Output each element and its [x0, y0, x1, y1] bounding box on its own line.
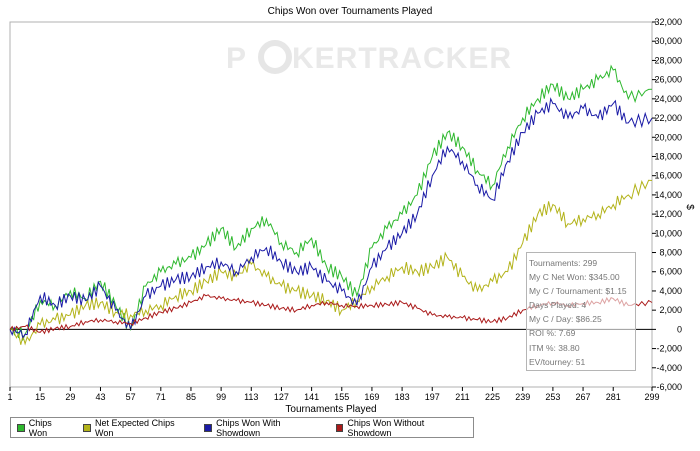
- legend: Chips Won Net Expected Chips Won Chips Won…: [10, 417, 474, 438]
- chart-title: Chips Won over Tournaments Played: [267, 6, 433, 17]
- x-tick-label: 299: [644, 392, 659, 402]
- legend-swatch: [17, 423, 25, 432]
- y-tick-label: -4,000: [656, 363, 682, 373]
- y-tick-label: 0: [677, 324, 682, 334]
- pokertracker-watermark: P KERTRACKER: [226, 40, 512, 75]
- poker-chip-logo-icon: [258, 40, 292, 74]
- x-tick-label: 127: [274, 392, 289, 402]
- stats-box: Tournaments: 299 My C Net Won: $345.00 My …: [526, 252, 636, 371]
- legend-item-chips-won: Chips Won: [17, 418, 71, 438]
- stats-line: My C / Day: $86.25: [529, 314, 602, 325]
- stats-line: My C Net Won: $345.00: [529, 272, 620, 283]
- watermark-text-left: P: [226, 42, 247, 75]
- y-axis-ticks: 32,000 30,000 28,000 26,000 24,000 22,000 20,0…: [652, 17, 682, 392]
- y-tick-label: 22,000: [654, 113, 682, 123]
- y-tick-label: 20,000: [654, 132, 682, 142]
- x-axis-title: Tournaments Played: [285, 404, 376, 415]
- x-tick-label: 29: [65, 392, 75, 402]
- x-tick-label: 169: [364, 392, 379, 402]
- y-tick-label: 18,000: [654, 151, 682, 161]
- x-tick-label: 71: [156, 392, 166, 402]
- y-tick-label: 6,000: [659, 267, 682, 277]
- y-tick-label: 2,000: [659, 305, 682, 315]
- x-tick-label: 99: [216, 392, 226, 402]
- stats-line: Tournaments: 299: [529, 258, 598, 268]
- y-tick-label: 28,000: [654, 55, 682, 65]
- y-tick-label: 32,000: [654, 17, 682, 27]
- x-tick-label: 183: [395, 392, 410, 402]
- x-tick-label: 197: [425, 392, 440, 402]
- x-tick-label: 85: [186, 392, 196, 402]
- x-tick-label: 225: [485, 392, 500, 402]
- x-tick-label: 1: [7, 392, 12, 402]
- legend-label: Chips Won: [28, 417, 52, 438]
- x-tick-label: 57: [126, 392, 136, 402]
- y-tick-label: -6,000: [656, 382, 682, 392]
- x-tick-label: 211: [455, 392, 469, 402]
- x-tick-label: 15: [35, 392, 45, 402]
- legend-swatch: [335, 423, 344, 432]
- legend-item-net-expected-chips-won: Net Expected Chips Won: [83, 418, 192, 438]
- y-tick-label: 16,000: [654, 171, 682, 181]
- series-line-chips-won: [9, 64, 653, 342]
- legend-item-chips-won-without-showdown: Chips Won Without Showdown: [335, 417, 467, 438]
- y-tick-label: 8,000: [659, 248, 682, 258]
- legend-swatch: [83, 423, 92, 432]
- y-tick-label: 26,000: [654, 75, 682, 85]
- x-tick-label: 281: [606, 392, 621, 402]
- legend-item-chips-won-with-showdown: Chips Won With Showdown: [204, 418, 323, 438]
- legend-swatch: [204, 423, 213, 432]
- x-tick-label: 267: [576, 392, 591, 402]
- x-tick-label: 253: [545, 392, 560, 402]
- y-tick-label: 14,000: [654, 190, 682, 200]
- x-tick-label: 113: [244, 392, 258, 402]
- stats-line: My C / Tournament: $1.15: [529, 286, 627, 297]
- y-tick-label: -2,000: [656, 344, 682, 354]
- stats-line: Days Played: 4: [529, 300, 587, 311]
- watermark-text-right: KERTRACKER: [292, 42, 512, 75]
- x-tick-label: 43: [95, 392, 105, 402]
- x-tick-label: 141: [304, 392, 319, 402]
- legend-label: Chips Won Without Showdown: [347, 417, 425, 438]
- y-axis-title: $: [684, 204, 695, 210]
- legend-label: Chips Won With Showdown: [216, 417, 281, 438]
- y-tick-label: 10,000: [654, 228, 682, 238]
- x-tick-label: 239: [515, 392, 530, 402]
- stats-line: ROI %: 7.69: [529, 328, 576, 339]
- series-line-chips-won-with-showdown: [9, 97, 653, 339]
- y-tick-label: 30,000: [654, 36, 682, 46]
- x-axis-ticks: 1 15 29 43 57 71 85 99 113 127 141 155 169 183 197 211 2…: [7, 387, 660, 402]
- stats-line: ITM %: 38.80: [529, 342, 580, 353]
- y-tick-label: 12,000: [654, 209, 682, 219]
- y-tick-label: 4,000: [659, 286, 682, 296]
- stats-line: EV/tourney: 51: [529, 356, 586, 367]
- legend-label: Net Expected Chips Won: [95, 417, 175, 438]
- series-line-net-expected-chips-won: [9, 179, 653, 346]
- y-tick-label: 24,000: [654, 94, 682, 104]
- x-tick-label: 155: [334, 392, 349, 402]
